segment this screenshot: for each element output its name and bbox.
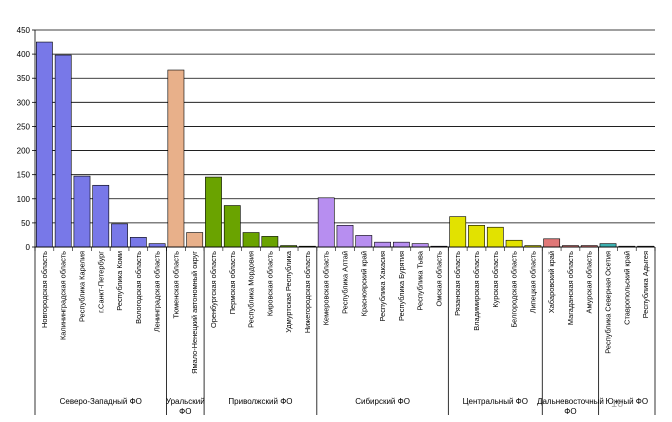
category-label: Калининградская область	[59, 251, 68, 340]
category-label: Владимирская область	[472, 251, 481, 331]
group-label: Центральный ФО	[463, 397, 528, 406]
category-label: Республика Тыва	[416, 250, 425, 310]
group-label: Приволжский ФО	[228, 397, 292, 406]
group-label: Сибирский ФО	[355, 397, 410, 406]
bar	[73, 175, 91, 248]
category-label: Ямало-Ненецкий автономный округ	[190, 251, 199, 374]
bar	[374, 241, 391, 248]
category-label: Республика Мордовия	[247, 251, 256, 328]
category-label: Ставропольский край	[622, 251, 631, 325]
category-label: Республика Карелия	[77, 251, 86, 322]
x-axis	[34, 246, 656, 251]
y-tick-label: 450	[17, 26, 31, 35]
group-label-line: ФО	[179, 407, 191, 416]
y-tick-label: 400	[17, 50, 31, 59]
bar	[167, 69, 185, 248]
category-label: Республика Бурятия	[397, 251, 406, 321]
group-label: Дальневосточный ФО	[537, 397, 604, 416]
category-label: Республика Коми	[115, 251, 124, 311]
category-label: Республика Северная Осетия	[604, 251, 613, 354]
category-label: Рязанская область	[453, 251, 462, 316]
bar	[355, 235, 373, 248]
bar	[543, 238, 561, 248]
y-tick-label: 0	[26, 243, 31, 252]
category-label: Амурская область	[585, 251, 594, 314]
bar	[148, 243, 166, 248]
category-label: Новгородская область	[40, 251, 49, 328]
bar	[92, 184, 110, 248]
group-label: Северо-Западный ФО	[60, 397, 142, 406]
category-label: Курская область	[491, 251, 500, 308]
bar	[336, 225, 354, 248]
bar	[223, 205, 241, 248]
y-tick-label: 100	[17, 195, 31, 204]
group-label-line: Уральский	[166, 397, 205, 406]
y-tick-label: 150	[17, 171, 31, 180]
category-label: Республика Адыгея	[641, 251, 650, 318]
bar	[411, 243, 429, 248]
group-label: Южный ФО	[606, 397, 649, 406]
category-label: Пермская область	[228, 251, 237, 314]
bar	[186, 232, 204, 248]
bar	[599, 243, 617, 248]
bar	[261, 236, 279, 248]
bar	[242, 232, 260, 248]
y-tick-label: 300	[17, 98, 31, 107]
category-labels: Новгородская область Калининградская обла…	[40, 250, 650, 374]
category-label: Удмуртская Республика	[284, 250, 293, 333]
bar	[54, 54, 72, 248]
bar	[317, 197, 335, 248]
y-tick-label: 250	[17, 122, 31, 131]
group-label: Уральский ФО	[166, 397, 205, 416]
category-label: Липецкая область	[528, 251, 537, 313]
category-label: Тюменская область	[171, 251, 180, 319]
category-label: Кировская область	[265, 251, 274, 316]
district-groups: Северо-Западный ФО Уральский ФОПриволжский…	[34, 247, 656, 416]
bar	[505, 239, 523, 248]
bar	[486, 226, 504, 248]
category-label: Вологодская область	[134, 251, 143, 324]
category-label: Красноярский край	[359, 251, 368, 316]
bar	[449, 216, 467, 248]
bar	[129, 237, 147, 248]
category-label: Хабаровский край	[547, 251, 556, 313]
category-label: Магаданская область	[566, 251, 575, 325]
group-label-line: Дальневосточный	[537, 397, 604, 406]
category-label: Омская область	[434, 251, 443, 307]
bar	[205, 176, 222, 248]
bar	[36, 41, 53, 248]
y-axis: 0 50 100 150 200 250 300 350 400 450	[17, 26, 36, 252]
category-label: Республика Хакасия	[378, 251, 387, 321]
category-label: Республика Алтай	[341, 251, 350, 314]
y-tick-label: 50	[21, 219, 30, 228]
category-label: Белгородская область	[510, 251, 519, 328]
gridlines	[35, 29, 655, 248]
category-label: Кемеровская область	[322, 251, 331, 325]
bar	[468, 225, 485, 248]
y-tick-label: 350	[17, 74, 31, 83]
bar	[392, 241, 410, 248]
group-label-line: ФО	[564, 407, 576, 416]
page-number: 16	[611, 398, 624, 410]
bar	[111, 223, 128, 248]
category-label: г.Санкт-Петербург	[96, 251, 105, 313]
category-label: Нижегородская область	[303, 251, 312, 333]
y-tick-label: 200	[17, 147, 31, 156]
category-label: Оренбургская область	[209, 251, 218, 328]
bars	[36, 41, 654, 248]
category-label: Ленинградская область	[153, 251, 162, 332]
